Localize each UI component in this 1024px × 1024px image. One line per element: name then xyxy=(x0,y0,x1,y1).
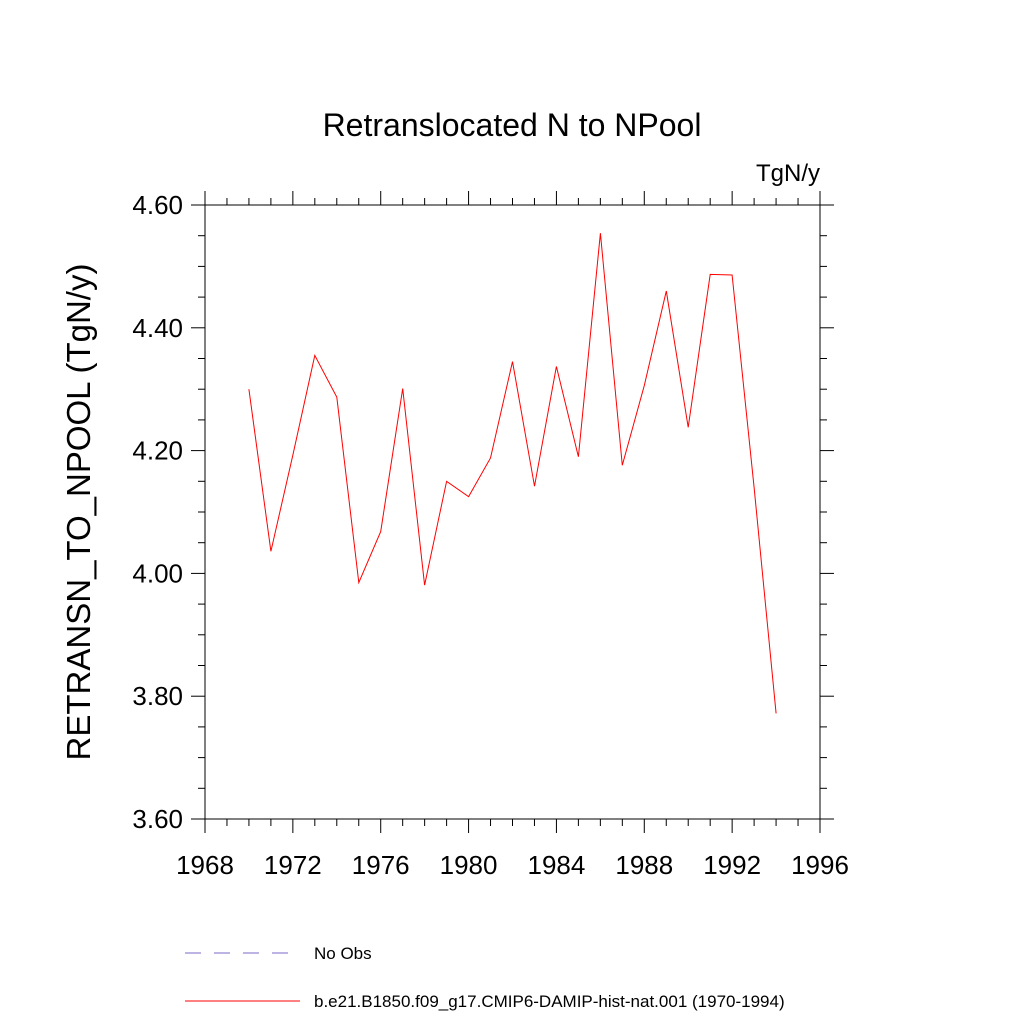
x-tick-label: 1984 xyxy=(528,850,586,880)
x-tick-label: 1980 xyxy=(440,850,498,880)
x-tick-label: 1996 xyxy=(791,850,849,880)
chart-title: Retranslocated N to NPool xyxy=(323,107,702,143)
x-tick-label: 1968 xyxy=(176,850,234,880)
x-tick-label: 1988 xyxy=(615,850,673,880)
y-tick-label: 3.80 xyxy=(132,681,183,711)
units-label: TgN/y xyxy=(756,160,820,187)
y-tick-label: 4.40 xyxy=(132,313,183,343)
series-line xyxy=(248,233,777,714)
legend-label: No Obs xyxy=(314,944,372,963)
y-tick-label: 4.00 xyxy=(132,558,183,588)
x-tick-label: 1992 xyxy=(703,850,761,880)
y-axis-ticks: 3.60 3.80 4.00 4.20 4.40 4.60 xyxy=(132,190,834,834)
y-tick-label: 3.60 xyxy=(132,804,183,834)
legend: No Obs b.e21.B1850.f09_g17.CMIP6-DAMIP-hi… xyxy=(185,944,785,1011)
y-tick-label: 4.60 xyxy=(132,190,183,220)
series-group xyxy=(248,233,777,714)
x-axis-ticks: 1968 1972 1976 1980 1984 1988 1992 1996 xyxy=(176,191,849,880)
legend-label: b.e21.B1850.f09_g17.CMIP6-DAMIP-hist-nat… xyxy=(314,992,785,1011)
plot-frame xyxy=(204,204,821,820)
x-tick-label: 1976 xyxy=(352,850,410,880)
y-tick-label: 4.20 xyxy=(132,436,183,466)
x-tick-label: 1972 xyxy=(264,850,322,880)
y-axis-label: RETRANSN_TO_NPOOL (TgN/y) xyxy=(60,264,97,761)
